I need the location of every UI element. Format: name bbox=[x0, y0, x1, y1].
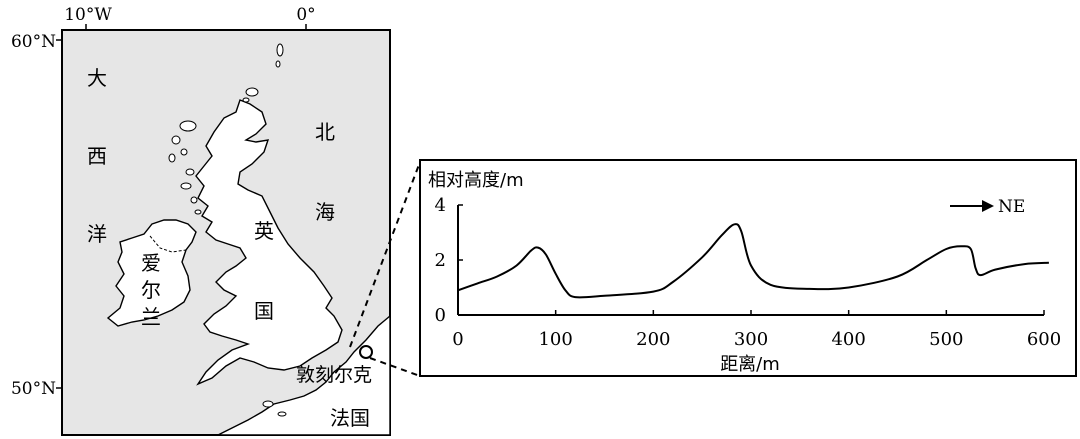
y-tick-label: 2 bbox=[435, 250, 446, 271]
france-label: 法国 bbox=[330, 406, 370, 430]
ni-border bbox=[149, 235, 187, 253]
arrow-head-icon bbox=[982, 200, 994, 212]
atlantic-label-2: 西 bbox=[87, 144, 107, 168]
atlantic-label-1: 大 bbox=[87, 66, 107, 90]
y-tick-label: 4 bbox=[435, 195, 446, 216]
north-sea-label-2: 海 bbox=[315, 200, 335, 224]
ireland-label-1: 爱 bbox=[141, 251, 161, 275]
x-tick-label: 100 bbox=[538, 329, 572, 350]
north-sea-label-1: 北 bbox=[315, 120, 335, 144]
uk-label-2: 国 bbox=[254, 299, 274, 323]
scottish-islands bbox=[168, 43, 284, 215]
y-tick-label: 0 bbox=[435, 305, 446, 326]
ireland-label-3: 兰 bbox=[141, 305, 161, 329]
dunkirk-marker bbox=[359, 345, 373, 359]
elevation-profile-line bbox=[457, 223, 1049, 299]
lon-label-0: 0° bbox=[296, 5, 315, 25]
ireland-landmass bbox=[106, 219, 197, 327]
lat-label-60n: 60°N bbox=[11, 32, 56, 52]
profile-frame bbox=[419, 159, 1077, 377]
profile-panel: 相对高度/m 距离/m NE 0 100 200 300 400 500 600 0 2 4 bbox=[419, 159, 1077, 377]
lat-label-50n: 50°N bbox=[11, 379, 56, 399]
x-tick-label: 200 bbox=[636, 329, 670, 350]
uk-label-1: 英 bbox=[254, 219, 274, 243]
callout-connectors bbox=[349, 161, 421, 377]
channel-islands bbox=[262, 400, 287, 417]
great-britain-landmass bbox=[195, 99, 343, 386]
y-axis-label: 相对高度/m bbox=[428, 170, 524, 191]
x-axis-label: 距离/m bbox=[720, 354, 780, 375]
atlantic-label-3: 洋 bbox=[87, 222, 107, 246]
x-tick-label: 400 bbox=[831, 329, 865, 350]
direction-label: NE bbox=[998, 197, 1025, 217]
x-tick-label: 0 bbox=[452, 329, 463, 350]
direction-indicator: NE bbox=[950, 197, 1025, 217]
chart-axes: 0 100 200 300 400 500 600 0 2 4 bbox=[435, 195, 1062, 350]
lon-label-10w: 10°W bbox=[64, 5, 112, 25]
france-landmass bbox=[217, 314, 391, 436]
x-tick-label: 600 bbox=[1027, 329, 1061, 350]
dunkirk-label: 敦刻尔克 bbox=[296, 364, 372, 386]
ireland-label-2: 尔 bbox=[141, 278, 161, 302]
x-tick-label: 500 bbox=[929, 329, 963, 350]
x-tick-label: 300 bbox=[734, 329, 768, 350]
map-panel: 10°W 0° 60°N 50°N 大 西 洋 北 海 英 国 爱 尔 兰 法国… bbox=[11, 5, 391, 436]
